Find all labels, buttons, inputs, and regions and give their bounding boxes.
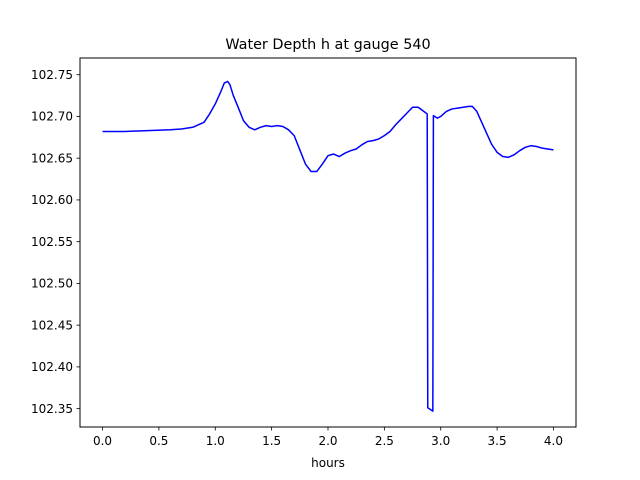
x-axis-label: hours — [311, 456, 345, 470]
x-tick-label: 3.0 — [431, 434, 450, 448]
x-tick-label: 2.5 — [375, 434, 394, 448]
y-tick-label: 102.70 — [31, 110, 73, 124]
y-tick-label: 102.45 — [31, 318, 73, 332]
y-tick-label: 102.75 — [31, 68, 73, 82]
x-tick-label: 3.5 — [488, 434, 507, 448]
series-layer — [102, 80, 554, 412]
y-tick-label: 102.50 — [31, 277, 73, 291]
chart-title: Water Depth h at gauge 540 — [225, 37, 430, 53]
plot-frame — [79, 57, 577, 428]
x-tick-label: 1.5 — [262, 434, 281, 448]
y-tick-label: 102.40 — [31, 360, 73, 374]
x-tick-label: 1.0 — [206, 434, 225, 448]
x-tick-label: 0.5 — [149, 434, 168, 448]
y-axis: 102.35 102.40 102.45 102.50 102.55 102.60 102.… — [31, 68, 80, 416]
y-tick-label: 102.60 — [31, 193, 73, 207]
y-tick-label: 102.55 — [31, 235, 73, 249]
x-tick-label: 0.0 — [93, 434, 112, 448]
series-line-0 — [102, 80, 554, 412]
y-tick-label: 102.35 — [31, 402, 73, 416]
y-tick-label: 102.65 — [31, 151, 73, 165]
x-tick-label: 4.0 — [544, 434, 563, 448]
x-tick-label: 2.0 — [318, 434, 337, 448]
x-axis: 0.0 0.5 1.0 1.5 2.0 2.5 3.0 3.5 4.0 — [93, 427, 563, 448]
